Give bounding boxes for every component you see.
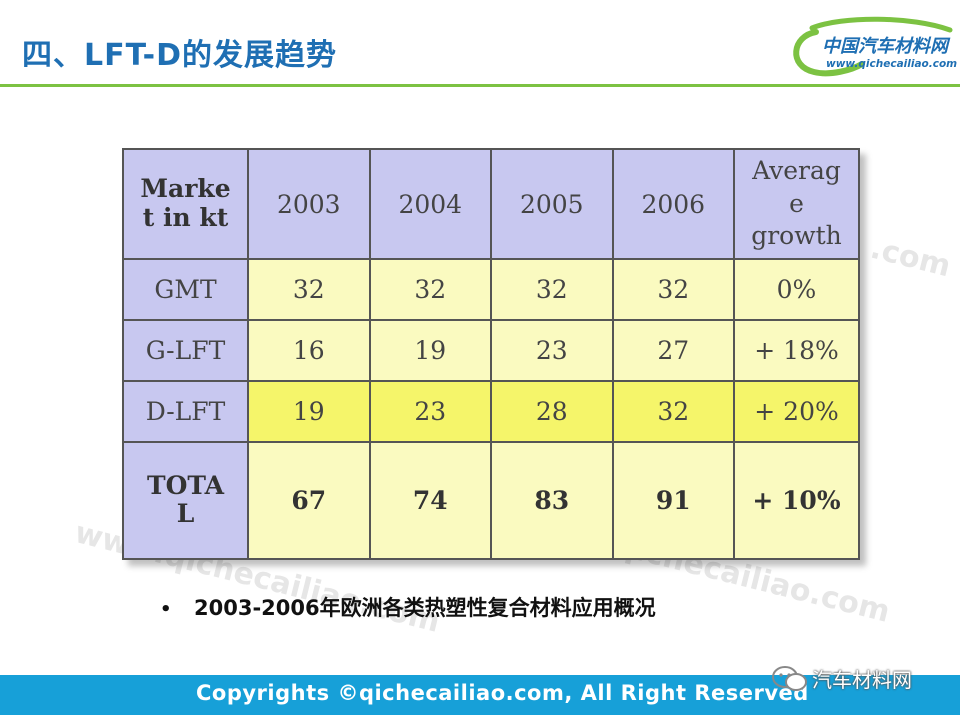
growth-cell: + 20%	[733, 379, 860, 443]
table-cell: 28	[490, 379, 614, 443]
row-label: G-LFT	[122, 318, 249, 382]
table-cell: 32	[611, 258, 735, 321]
table-row: D-LFT 19 23 28 32 + 20%	[122, 379, 860, 443]
table-cell: 32	[368, 258, 492, 321]
table-cell: 23	[368, 379, 492, 443]
table-corner-header: Marke t in kt	[122, 148, 249, 260]
wechat-label: 汽车材料网	[812, 668, 912, 692]
table-row: GMT 32 32 32 32 0%	[122, 258, 860, 321]
wechat-icon	[772, 666, 807, 691]
year-header: 2005	[490, 148, 614, 260]
table-row: G-LFT 16 19 23 27 + 18%	[122, 318, 860, 382]
market-table: Marke t in kt 2003 2004 2005 2006 Averag e…	[122, 148, 860, 561]
table-caption: • 2003-2006年欧洲各类热塑性复合材料应用概况	[160, 592, 656, 622]
table-cell: 91	[611, 440, 735, 561]
table-cell: 19	[368, 318, 492, 382]
table-cell: 83	[490, 440, 614, 561]
growth-cell: + 10%	[733, 440, 860, 561]
row-label: GMT	[122, 258, 249, 321]
watermark: .com	[866, 230, 955, 285]
site-logo: 中国汽车材料网 www.qichecailiao.com	[782, 14, 960, 84]
table-cell: 32	[490, 258, 614, 321]
table-cell: 27	[611, 318, 735, 382]
logo-name: 中国汽车材料网	[822, 36, 948, 57]
wechat-watermark: 汽车材料网	[770, 664, 940, 692]
avg-growth-header: Averag e growth	[733, 148, 860, 260]
table-cell: 32	[611, 379, 735, 443]
logo-url: www.qichecailiao.com	[826, 58, 958, 70]
title-divider	[0, 84, 960, 87]
slide-title: 四、LFT-D的发展趋势	[22, 38, 338, 73]
growth-cell: + 18%	[733, 318, 860, 382]
logo-swoosh-icon	[793, 16, 953, 77]
row-label: D-LFT	[122, 379, 249, 443]
bullet-icon: •	[160, 599, 172, 620]
table-cell: 16	[247, 318, 371, 382]
copyright-text: Copyrights ©qichecailiao.com, All Right …	[196, 681, 809, 705]
year-header: 2003	[247, 148, 371, 260]
growth-cell: 0%	[733, 258, 860, 321]
table-cell: 32	[247, 258, 371, 321]
table-row: TOTA L 67 74 83 91 + 10%	[122, 440, 860, 561]
year-header: 2004	[368, 148, 492, 260]
table-cell: 74	[368, 440, 492, 561]
table-cell: 67	[247, 440, 371, 561]
caption-text: 2003-2006年欧洲各类热塑性复合材料应用概况	[194, 596, 656, 620]
table-cell: 23	[490, 318, 614, 382]
row-label: TOTA L	[122, 440, 249, 561]
year-header: 2006	[611, 148, 735, 260]
table-cell: 19	[247, 379, 371, 443]
